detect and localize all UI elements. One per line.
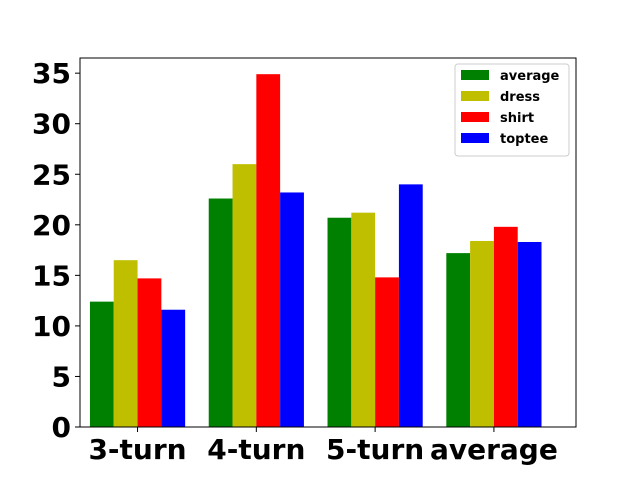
y-tick-label: 20 (32, 209, 71, 242)
legend: average dress shirt toptee (454, 63, 570, 157)
bar-dress-4-turn (232, 164, 257, 427)
bar-toptee-4-turn (280, 192, 304, 427)
bar-shirt-5-turn (375, 277, 399, 427)
y-tick-label: 0 (52, 411, 71, 444)
x-axis: 3-turn 4-turn 5-turn average (88, 427, 558, 466)
plot-frame (79, 57, 577, 428)
bar-average-5-turn (327, 217, 352, 427)
legend-swatch-shirt (461, 112, 489, 122)
x-tick-label: 3-turn (88, 433, 186, 466)
legend-label-shirt: shirt (500, 111, 534, 126)
legend-swatch-toptee (461, 133, 489, 143)
legend-label-dress: dress (500, 90, 540, 105)
x-tick-label: 4-turn (207, 433, 305, 466)
bar-shirt-3-turn (137, 278, 162, 427)
x-tick-label: 5-turn (326, 433, 424, 466)
y-tick-label: 35 (32, 57, 71, 90)
legend-label-average: average (500, 69, 560, 84)
y-tick-label: 15 (32, 259, 71, 292)
bar-toptee-3-turn (161, 309, 186, 427)
bar-dress-3-turn (113, 260, 138, 427)
y-tick-label: 10 (32, 310, 71, 343)
y-tick-label: 5 (52, 360, 71, 393)
legend-swatch-dress (461, 91, 489, 101)
bar-average-average (446, 253, 471, 427)
y-tick-label: 25 (32, 158, 71, 191)
legend-swatch-average (461, 70, 489, 80)
bar-toptee-average (517, 241, 542, 427)
bar-shirt-4-turn (256, 74, 281, 428)
bar-dress-average (470, 240, 494, 427)
bar-dress-5-turn (351, 212, 376, 427)
y-axis: 0 5 10 15 20 25 30 35 (32, 57, 80, 444)
x-tick-label: average (430, 433, 558, 466)
bars-group (89, 74, 542, 428)
bar-toptee-5-turn (398, 184, 423, 427)
bar-shirt-average (493, 226, 518, 427)
y-tick-label: 30 (32, 108, 71, 141)
legend-label-toptee: toptee (500, 132, 548, 147)
bar-average-4-turn (208, 198, 233, 427)
bar-average-3-turn (89, 301, 114, 427)
